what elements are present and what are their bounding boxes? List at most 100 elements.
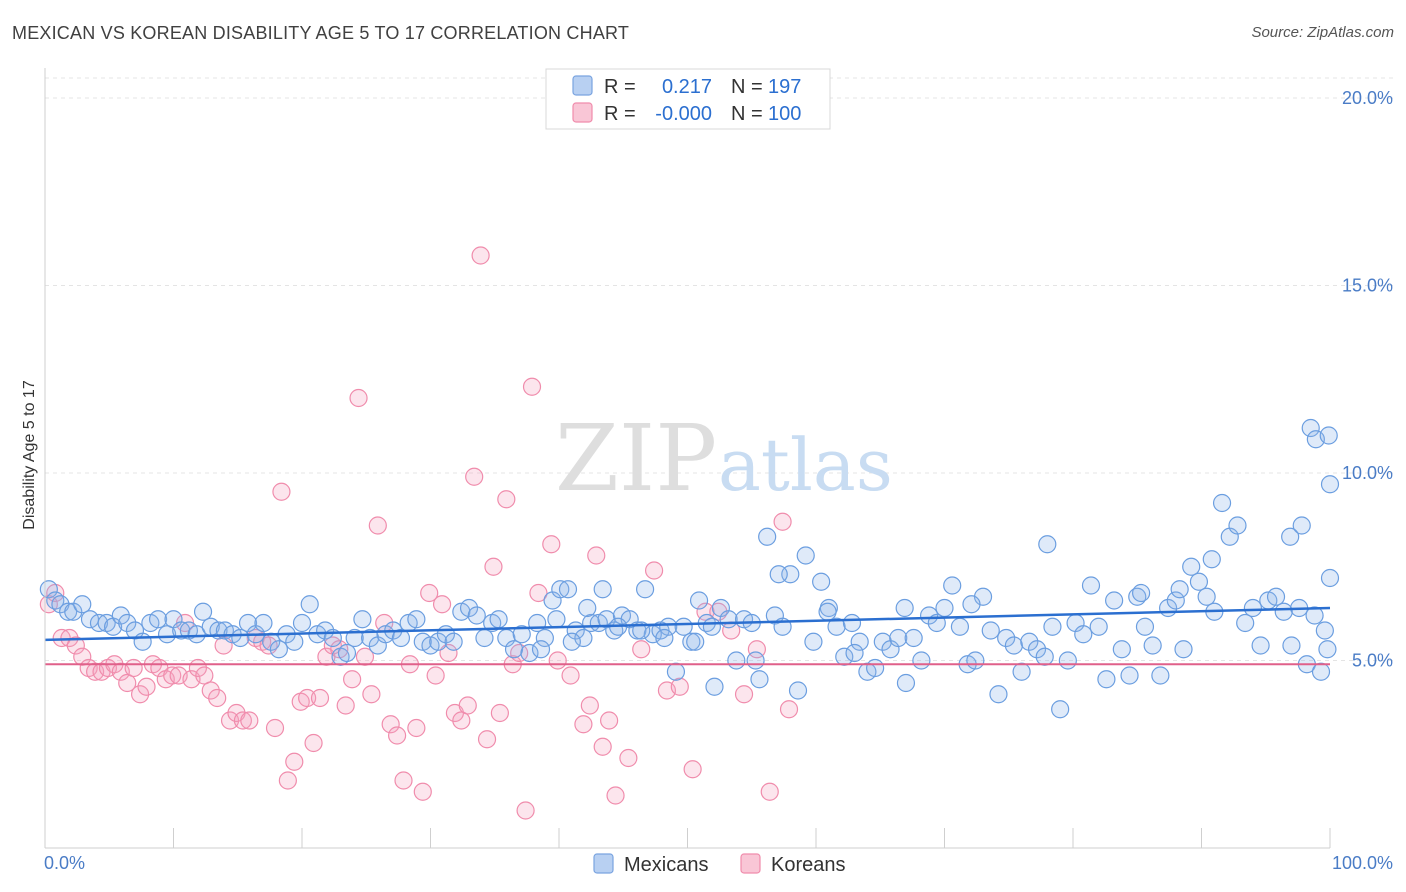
mexican-point (842, 613, 862, 633)
mexican-point (187, 625, 206, 644)
korean-point (66, 636, 85, 655)
mexican-point (981, 621, 1000, 640)
axes (44, 68, 1331, 849)
mexican-point (193, 602, 213, 621)
mexican-point (659, 617, 678, 636)
mexican-point (966, 651, 985, 670)
mexican-point (904, 628, 923, 648)
mexican-point (1320, 568, 1340, 588)
korean-point (580, 696, 599, 715)
korean-point (490, 703, 509, 723)
korean-point (310, 688, 330, 708)
korean-point (432, 595, 452, 614)
stats-n-value-mexicans: 197 (768, 76, 801, 98)
korean-point (426, 666, 445, 685)
mexican-point (689, 591, 709, 610)
mexican-point (254, 613, 273, 633)
mexican-point (896, 673, 916, 693)
mexican-point (788, 681, 808, 700)
mexican-point (1012, 662, 1031, 681)
mexican-point (719, 610, 738, 629)
mexican-point (391, 628, 411, 648)
mexican-point (845, 643, 864, 663)
mexican-point (1311, 662, 1331, 681)
mexican-point (133, 632, 152, 651)
mexican-point (148, 610, 168, 629)
stats-r-value-koreans: -0.000 (655, 103, 712, 125)
mexican-point (1004, 636, 1023, 655)
mexican-point (727, 651, 746, 670)
mexican-point (866, 658, 885, 678)
mexican-point (935, 598, 954, 618)
x-tick-label-min: 0.0% (44, 853, 85, 873)
stats-legend: R = 0.217 N = 197 R = -0.000 N = 100 (545, 68, 831, 130)
mexican-point (1174, 640, 1193, 659)
korean-point (477, 730, 497, 749)
korean-point (593, 737, 612, 756)
mexican-point (796, 546, 815, 565)
korean-point (285, 752, 304, 771)
korean-point (632, 640, 651, 659)
mexican-point (1166, 591, 1185, 610)
korean-point (137, 677, 156, 696)
mexican-point (1135, 617, 1155, 636)
mexican-point (89, 613, 109, 633)
mexican-point (531, 640, 551, 659)
mexican-point (467, 606, 486, 625)
y-tick-label: 20.0% (1342, 88, 1393, 108)
y-tick-label: 5.0% (1352, 651, 1393, 671)
mexican-point (444, 632, 463, 651)
mexicans-points (39, 418, 1340, 719)
korean-point (220, 711, 240, 730)
korean-point (561, 666, 580, 685)
korean-point (458, 696, 477, 715)
mexican-point (489, 610, 508, 629)
mexican-point (997, 628, 1016, 648)
mexican-point (551, 580, 570, 599)
korean-point (362, 685, 381, 704)
mexican-point (1143, 636, 1162, 655)
legend-swatch-mexicans (593, 853, 614, 874)
korean-point (118, 673, 137, 693)
korean-point (779, 700, 799, 719)
mexican-point (407, 610, 426, 629)
mexican-point (1197, 587, 1216, 606)
stats-swatch-mexicans (572, 75, 593, 96)
mexican-point (59, 602, 78, 621)
mexican-point (666, 662, 686, 681)
mexican-point (1081, 576, 1101, 595)
bottom-legend: Mexicans Koreans (593, 853, 846, 876)
mexican-point (231, 628, 250, 648)
korean-point (240, 711, 259, 730)
stats-r-label-koreans: R = (604, 103, 636, 125)
mexican-point (758, 527, 777, 546)
mexican-point (682, 632, 701, 651)
mexican-point (1318, 640, 1337, 659)
korean-point (368, 516, 387, 535)
mexican-point (804, 632, 823, 651)
mexican-point (1051, 700, 1070, 719)
mexican-point (535, 628, 554, 648)
korean-point (195, 666, 214, 685)
mexican-point (475, 628, 494, 648)
korean-point (497, 490, 516, 509)
mexican-point (1320, 475, 1340, 494)
mexican-point (1292, 516, 1311, 535)
korean-point (484, 557, 503, 576)
korean-point (644, 561, 664, 580)
korean-point (336, 696, 355, 715)
mexican-point (686, 632, 705, 651)
mexican-point (943, 576, 962, 595)
mexican-point (574, 628, 593, 648)
mexican-point (1132, 583, 1151, 603)
mexican-point (635, 580, 655, 599)
y-tick-label: 15.0% (1342, 276, 1393, 296)
mexican-point (950, 617, 970, 636)
mexican-point (655, 628, 674, 648)
mexican-point (73, 595, 92, 614)
legend-label-mexicans: Mexicans (624, 854, 708, 876)
korean-point (298, 688, 317, 708)
mexican-point (850, 632, 869, 651)
korean-point (394, 771, 413, 790)
